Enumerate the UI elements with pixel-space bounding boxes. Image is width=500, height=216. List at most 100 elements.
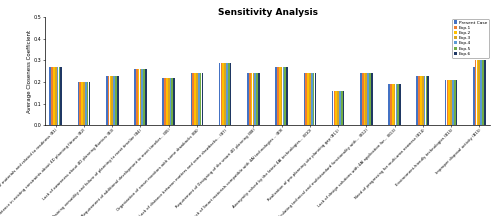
Bar	[311, 73, 312, 125]
Bar	[247, 73, 248, 125]
Bar	[166, 78, 168, 125]
Bar	[416, 76, 418, 125]
Bar	[226, 63, 228, 125]
Bar	[282, 67, 284, 125]
Bar	[448, 80, 450, 125]
Bar	[394, 84, 396, 125]
Bar	[145, 69, 147, 125]
Bar	[420, 76, 422, 125]
Bar	[368, 73, 369, 125]
Bar	[60, 67, 62, 125]
Bar	[170, 78, 172, 125]
Bar	[364, 73, 366, 125]
Bar	[398, 84, 399, 125]
Bar	[475, 60, 476, 125]
Bar	[228, 63, 230, 125]
Bar	[78, 82, 80, 125]
Bar	[230, 63, 232, 125]
Bar	[332, 91, 334, 125]
Bar	[277, 67, 279, 125]
Legend: Present Case, Exp.1, Exp.2, Exp.3, Exp.4, Exp.5, Exp.6: Present Case, Exp.1, Exp.2, Exp.3, Exp.4…	[452, 19, 488, 58]
Bar	[473, 67, 474, 125]
Bar	[304, 73, 305, 125]
Bar	[88, 82, 90, 125]
Bar	[115, 76, 116, 125]
Bar	[366, 73, 367, 125]
Bar	[50, 67, 51, 125]
Bar	[256, 73, 258, 125]
Bar	[164, 78, 166, 125]
Bar	[113, 76, 115, 125]
Bar	[480, 60, 482, 125]
Bar	[476, 60, 478, 125]
Bar	[198, 73, 200, 125]
Bar	[222, 63, 224, 125]
Bar	[258, 73, 260, 125]
Bar	[53, 67, 54, 125]
Bar	[134, 69, 136, 125]
Bar	[478, 60, 480, 125]
Bar	[83, 82, 85, 125]
Bar	[362, 73, 364, 125]
Bar	[390, 84, 392, 125]
Bar	[446, 80, 448, 125]
Title: Sensitivity Analysis: Sensitivity Analysis	[218, 8, 318, 16]
Bar	[312, 73, 314, 125]
Bar	[341, 91, 342, 125]
Bar	[334, 91, 336, 125]
Bar	[200, 73, 202, 125]
Bar	[55, 67, 56, 125]
Bar	[140, 69, 141, 125]
Bar	[428, 76, 429, 125]
Bar	[452, 80, 454, 125]
Bar	[80, 82, 81, 125]
Bar	[172, 78, 173, 125]
Bar	[454, 80, 456, 125]
Bar	[202, 73, 203, 125]
Bar	[369, 73, 371, 125]
Bar	[339, 91, 341, 125]
Bar	[482, 60, 484, 125]
Bar	[309, 73, 310, 125]
Bar	[456, 80, 458, 125]
Bar	[108, 76, 110, 125]
Bar	[360, 73, 362, 125]
Bar	[281, 67, 282, 125]
Bar	[444, 80, 446, 125]
Bar	[136, 69, 138, 125]
Bar	[194, 73, 196, 125]
Bar	[450, 80, 452, 125]
Bar	[371, 73, 372, 125]
Bar	[117, 76, 118, 125]
Bar	[307, 73, 309, 125]
Bar	[87, 82, 88, 125]
Bar	[484, 60, 486, 125]
Bar	[162, 78, 164, 125]
Bar	[174, 78, 175, 125]
Bar	[399, 84, 401, 125]
Bar	[58, 67, 60, 125]
Bar	[250, 73, 252, 125]
Bar	[142, 69, 143, 125]
Bar	[254, 73, 256, 125]
Bar	[190, 73, 192, 125]
Bar	[306, 73, 307, 125]
Bar	[336, 91, 337, 125]
Bar	[279, 67, 280, 125]
Bar	[56, 67, 58, 125]
Bar	[224, 63, 226, 125]
Bar	[426, 76, 428, 125]
Bar	[51, 67, 53, 125]
Bar	[424, 76, 426, 125]
Bar	[422, 76, 424, 125]
Bar	[106, 76, 108, 125]
Bar	[138, 69, 140, 125]
Bar	[82, 82, 83, 125]
Bar	[192, 73, 194, 125]
Bar	[249, 73, 250, 125]
Bar	[338, 91, 339, 125]
Bar	[396, 84, 398, 125]
Bar	[219, 63, 220, 125]
Bar	[168, 78, 170, 125]
Bar	[392, 84, 394, 125]
